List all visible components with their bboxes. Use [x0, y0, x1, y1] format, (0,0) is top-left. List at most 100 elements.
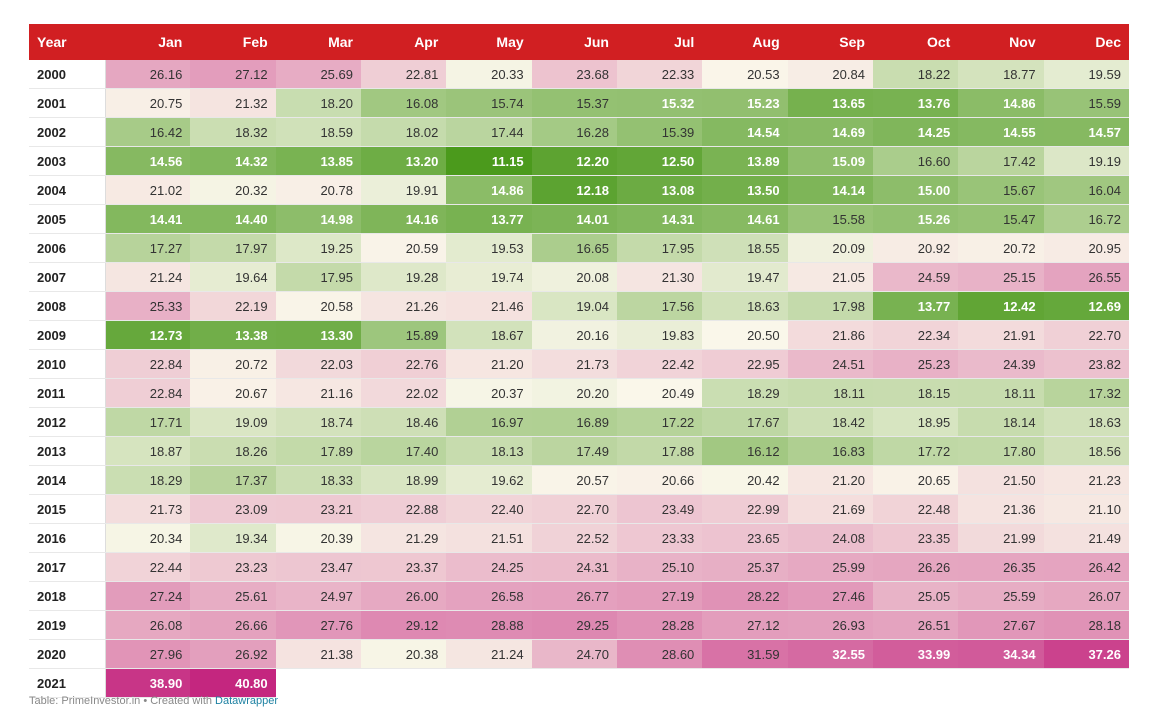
heatmap-cell: 14.16 [360, 204, 447, 234]
heatmap-cell: 18.56 [1043, 436, 1129, 466]
heatmap-cell: 20.92 [872, 233, 959, 263]
heatmap-cell: 21.99 [958, 523, 1044, 553]
heatmap-cell: 24.97 [275, 581, 361, 611]
month-column-header[interactable]: Apr [360, 24, 447, 60]
table-row: 2003 14.56 14.32 13.85 13.20 11.15 12.20 12.50 1… [29, 146, 1129, 176]
heatmap-cell: 27.46 [787, 581, 873, 611]
year-label: 2002 [29, 117, 106, 147]
heatmap-cell: 22.42 [616, 349, 703, 379]
heatmap-cell: 15.67 [958, 175, 1044, 205]
heatmap-cell: 12.50 [616, 146, 703, 176]
heatmap-body: 2000 26.16 27.12 25.69 22.81 20.33 23.68 22.33 2… [29, 60, 1129, 698]
heatmap-cell: 22.03 [275, 349, 361, 379]
heatmap-cell: 18.67 [446, 320, 532, 350]
heatmap-cell: 19.83 [616, 320, 703, 350]
table-row: 2019 26.08 26.66 27.76 29.12 28.88 29.25 28.28 2… [29, 610, 1129, 640]
month-column-header[interactable]: Dec [1043, 24, 1129, 60]
month-column-header[interactable]: Nov [958, 24, 1044, 60]
heatmap-cell: 22.88 [360, 494, 447, 524]
heatmap-cell: 40.80 [190, 668, 276, 698]
heatmap-cell: 20.72 [958, 233, 1044, 263]
heatmap-cell: 16.12 [702, 436, 788, 466]
heatmap-cell: 21.51 [446, 523, 532, 553]
heatmap-cell: 16.42 [105, 117, 191, 147]
table-row: 2010 22.84 20.72 22.03 22.76 21.20 21.73 22.42 2… [29, 349, 1129, 379]
empty-cell [1043, 668, 1129, 698]
heatmap-cell: 18.46 [360, 407, 447, 437]
heatmap-cell: 24.31 [531, 552, 617, 582]
heatmap-cell: 22.81 [360, 60, 447, 89]
year-label: 2018 [29, 581, 106, 611]
heatmap-cell: 18.33 [275, 465, 361, 495]
month-column-header[interactable]: Mar [275, 24, 361, 60]
heatmap-cell: 13.77 [446, 204, 532, 234]
heatmap-cell: 23.23 [190, 552, 276, 582]
heatmap-cell: 20.42 [702, 465, 788, 495]
month-column-header[interactable]: Oct [872, 24, 959, 60]
heatmap-cell: 13.38 [190, 320, 276, 350]
heatmap-cell: 16.83 [787, 436, 873, 466]
table-row: 2006 17.27 17.97 19.25 20.59 19.53 16.65 17.95 1… [29, 233, 1129, 263]
month-column-header[interactable]: May [446, 24, 532, 60]
heatmap-cell: 26.55 [1043, 262, 1129, 292]
heatmap-cell: 20.37 [446, 378, 532, 408]
heatmap-cell: 33.99 [872, 639, 959, 669]
heatmap-cell: 27.96 [105, 639, 191, 669]
heatmap-cell: 22.48 [872, 494, 959, 524]
heatmap-cell: 22.70 [1043, 320, 1129, 350]
heatmap-cell: 26.58 [446, 581, 532, 611]
heatmap-cell: 23.68 [531, 60, 617, 89]
heatmap-cell: 18.29 [105, 465, 191, 495]
heatmap-cell: 14.01 [531, 204, 617, 234]
heatmap-cell: 17.88 [616, 436, 703, 466]
source-text: Table: PrimeInvestor.in • Created with [29, 695, 216, 707]
table-row: 2008 25.33 22.19 20.58 21.26 21.46 19.04 17.56 1… [29, 291, 1129, 321]
heatmap-cell: 14.61 [702, 204, 788, 234]
month-column-header[interactable]: Jan [105, 24, 191, 60]
heatmap-cell: 25.15 [958, 262, 1044, 292]
heatmap-cell: 27.12 [702, 610, 788, 640]
month-column-header[interactable]: Jun [531, 24, 617, 60]
heatmap-cell: 20.38 [360, 639, 447, 669]
heatmap-cell: 14.57 [1043, 117, 1129, 147]
year-label: 2017 [29, 552, 106, 582]
table-row: 2009 12.73 13.38 13.30 15.89 18.67 20.16 19.83 2… [29, 320, 1129, 350]
year-label: 2011 [29, 378, 106, 408]
heatmap-cell: 18.11 [787, 378, 873, 408]
empty-cell [702, 668, 788, 698]
table-row: 2002 16.42 18.32 18.59 18.02 17.44 16.28 15.39 1… [29, 117, 1129, 147]
heatmap-cell: 21.26 [360, 291, 447, 321]
heatmap-cell: 14.40 [190, 204, 276, 234]
month-column-header[interactable]: Feb [190, 24, 276, 60]
heatmap-cell: 23.21 [275, 494, 361, 524]
heatmap-cell: 18.42 [787, 407, 873, 437]
heatmap-cell: 18.11 [958, 378, 1044, 408]
heatmap-cell: 15.23 [702, 88, 788, 118]
heatmap-cell: 17.67 [702, 407, 788, 437]
month-column-header[interactable]: Sep [787, 24, 873, 60]
year-label: 2021 [29, 668, 106, 698]
heatmap-cell: 14.86 [446, 175, 532, 205]
heatmap-cell: 16.72 [1043, 204, 1129, 234]
table-row: 2000 26.16 27.12 25.69 22.81 20.33 23.68 22.33 2… [29, 60, 1129, 89]
heatmap-cell: 21.50 [958, 465, 1044, 495]
heatmap-cell: 17.27 [105, 233, 191, 263]
heatmap-cell: 22.76 [360, 349, 447, 379]
table-row: 2007 21.24 19.64 17.95 19.28 19.74 20.08 21.30 1… [29, 262, 1129, 292]
heatmap-cell: 19.53 [446, 233, 532, 263]
heatmap-cell: 20.75 [105, 88, 191, 118]
month-column-header[interactable]: Aug [702, 24, 788, 60]
month-column-header[interactable]: Jul [616, 24, 703, 60]
datawrapper-link[interactable]: Datawrapper [215, 695, 279, 707]
heatmap-cell: 19.64 [190, 262, 276, 292]
heatmap-cell: 32.55 [787, 639, 873, 669]
heatmap-cell: 20.08 [531, 262, 617, 292]
table-row: 2004 21.02 20.32 20.78 19.91 14.86 12.18 13.08 1… [29, 175, 1129, 205]
heatmap-cell: 24.70 [531, 639, 617, 669]
heatmap-cell: 27.24 [105, 581, 191, 611]
year-column-header[interactable]: Year [29, 24, 105, 60]
year-label: 2004 [29, 175, 106, 205]
heatmap-cell: 16.08 [360, 88, 447, 118]
heatmap-cell: 14.86 [958, 88, 1044, 118]
heatmap-cell: 17.44 [446, 117, 532, 147]
